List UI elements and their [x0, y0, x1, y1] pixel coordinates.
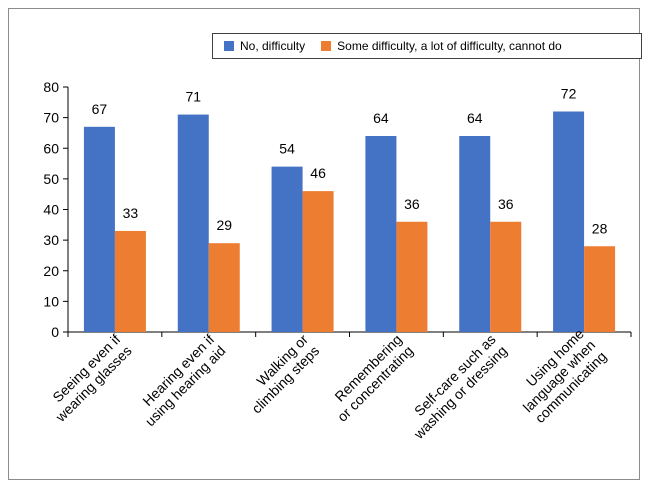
y-tick-label-10: 10	[43, 293, 59, 309]
bar-series-0-cat-2	[271, 166, 303, 332]
y-tick-label-80: 80	[43, 79, 59, 95]
legend-label-series-1: Some difficulty, a lot of difficulty, ca…	[337, 39, 562, 53]
x-category-label-2: Walking orclimbing steps	[237, 331, 323, 417]
data-label-series-0-cat-2: 54	[279, 141, 295, 157]
x-category-label-5: Using homelanguage whencommunicating	[508, 325, 609, 426]
bar-series-1-cat-4	[490, 221, 522, 332]
data-label-series-1-cat-4: 36	[498, 196, 514, 212]
y-tick-label-70: 70	[43, 110, 59, 126]
y-tick-label-40: 40	[43, 202, 59, 218]
data-label-series-0-cat-5: 72	[561, 86, 577, 102]
bar-series-0-cat-1	[177, 114, 209, 332]
bar-chart: 0 10 20 30 40 50 60 70 80 67 33 Seeing even ifweari…	[40, 79, 632, 443]
bar-series-0-cat-3	[365, 136, 397, 332]
bar-series-1-cat-2	[302, 191, 334, 332]
bar-series-1-cat-1	[208, 243, 240, 332]
data-label-series-1-cat-2: 46	[310, 165, 326, 181]
x-category-label-3: Rememberingor concentrating	[323, 331, 417, 425]
x-category-label-0: Seeing even ifwearing glasses	[40, 331, 134, 425]
data-label-series-1-cat-1: 29	[216, 217, 232, 233]
x-category-label-1: Hearing even ifusing hearing aid	[130, 331, 228, 429]
chart-legend: No, difficulty Some difficulty, a lot of…	[212, 33, 642, 59]
legend-label-series-0: No, difficulty	[240, 39, 306, 53]
data-label-series-1-cat-3: 36	[404, 196, 420, 212]
bar-series-0-cat-4	[459, 136, 491, 332]
data-label-series-0-cat-0: 67	[92, 101, 108, 117]
data-label-series-0-cat-1: 71	[185, 89, 201, 105]
bar-series-1-cat-5	[584, 246, 616, 332]
y-tick-label-20: 20	[43, 263, 59, 279]
y-tick-label-30: 30	[43, 232, 59, 248]
bar-series-1-cat-0	[114, 230, 146, 332]
data-label-series-1-cat-0: 33	[123, 205, 139, 221]
y-tick-label-60: 60	[43, 140, 59, 156]
bar-series-0-cat-5	[553, 111, 585, 332]
legend-item-series-0: No, difficulty	[224, 39, 305, 53]
bar-series-0-cat-0	[83, 126, 115, 332]
data-label-series-0-cat-3: 64	[373, 110, 389, 126]
x-category-label-4: Self-care such aswashing or dressing	[399, 331, 510, 442]
data-label-series-0-cat-4: 64	[467, 110, 483, 126]
legend-swatch-series-0	[224, 41, 234, 51]
legend-swatch-series-1	[321, 41, 332, 51]
data-label-series-1-cat-5: 28	[592, 220, 608, 236]
chart-frame: 0 10 20 30 40 50 60 70 80 67 33 Seeing even ifweari…	[8, 8, 642, 480]
legend-item-series-1: Some difficulty, a lot of difficulty, ca…	[321, 39, 562, 53]
y-tick-label-50: 50	[43, 171, 59, 187]
y-tick-label-0: 0	[51, 324, 59, 340]
bar-series-1-cat-3	[396, 221, 428, 332]
